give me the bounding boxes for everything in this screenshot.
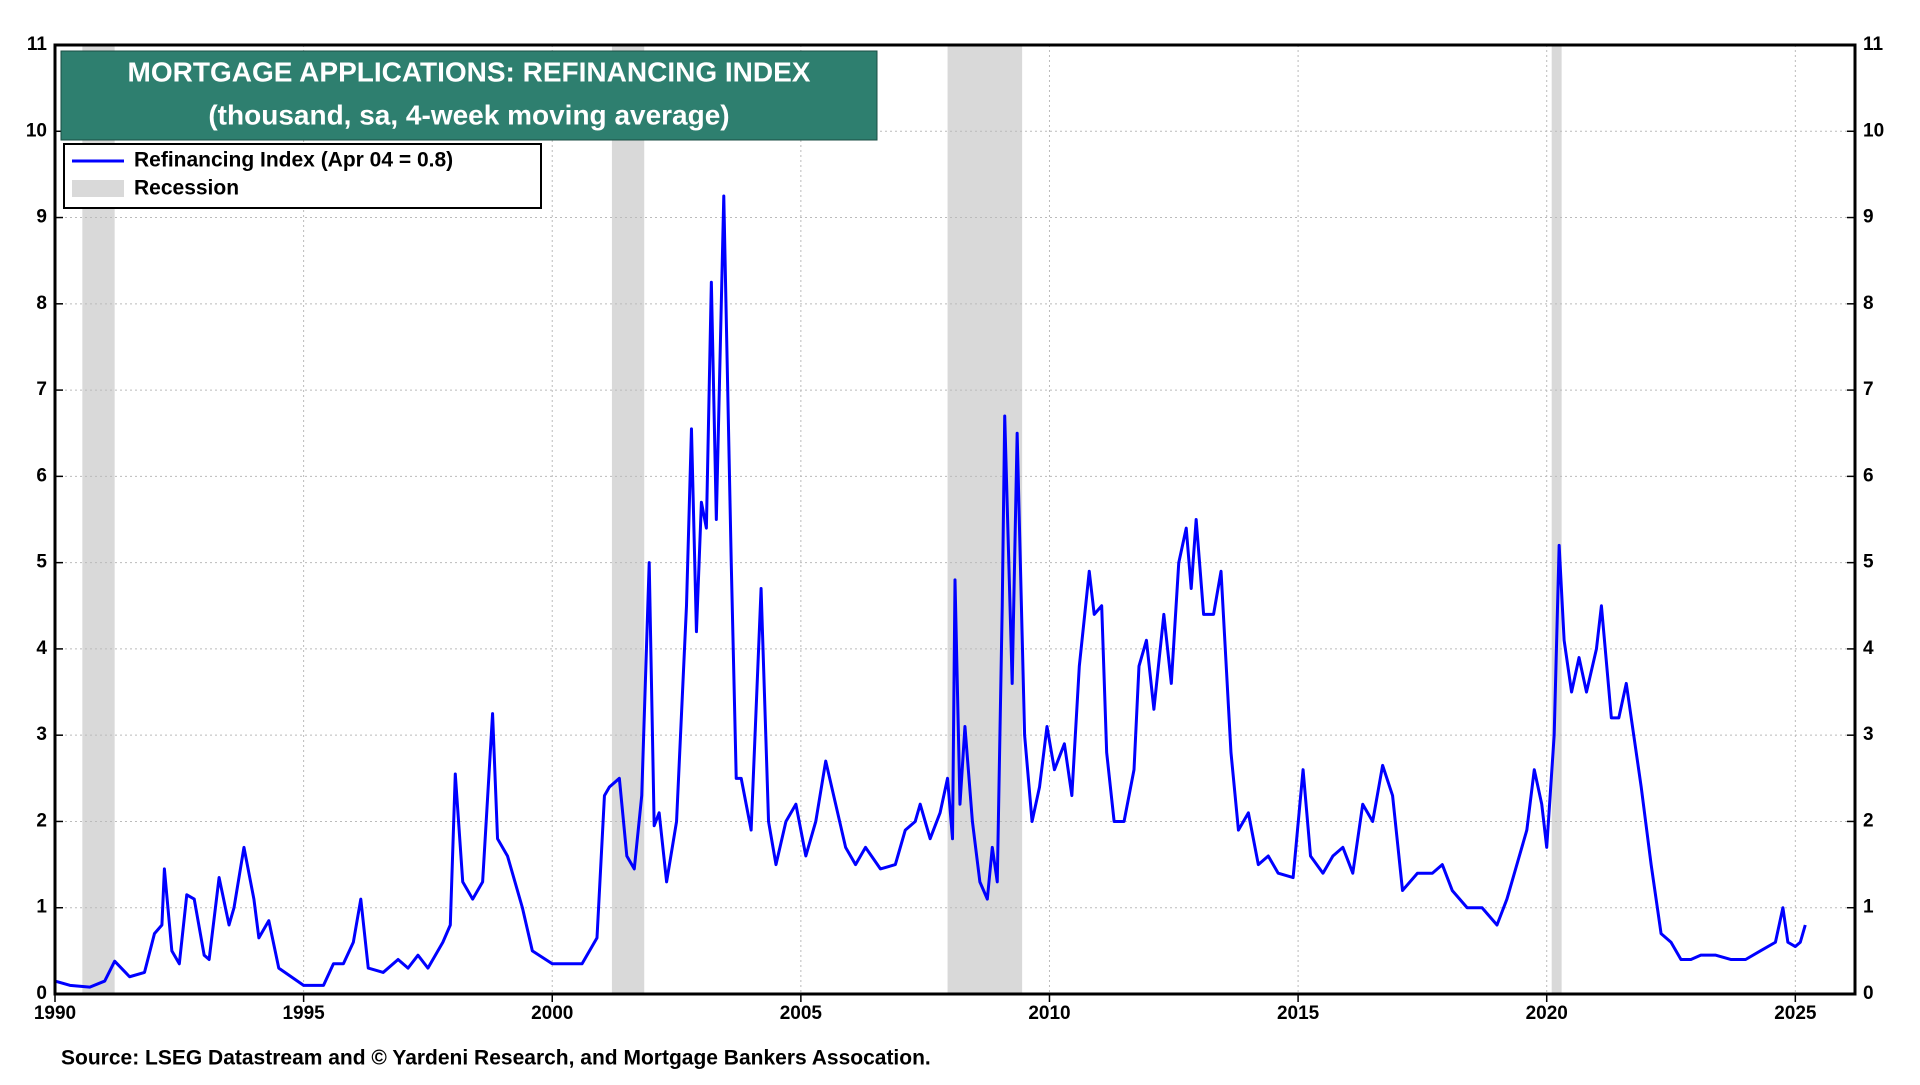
chart-title: MORTGAGE APPLICATIONS: REFINANCING INDEX xyxy=(128,56,811,87)
y2-tick-label: 2 xyxy=(1863,810,1874,831)
y2-tick-label: 3 xyxy=(1863,724,1874,745)
x-tick-label: 2015 xyxy=(1277,1003,1320,1024)
title-box xyxy=(60,50,878,141)
x-tick-label: 2005 xyxy=(780,1003,823,1024)
y-tick-label: 3 xyxy=(36,724,47,745)
y-tick-label: 6 xyxy=(36,465,47,486)
y2-tick-label: 8 xyxy=(1863,293,1874,314)
legend-box xyxy=(63,143,542,209)
legend: Refinancing Index (Apr 04 = 0.8) Recessi… xyxy=(63,143,542,209)
x-tick-label: 1990 xyxy=(34,1003,76,1024)
y2-tick-label: 9 xyxy=(1863,207,1874,228)
y2-tick-label: 0 xyxy=(1863,983,1874,1004)
x-tick-label: 2000 xyxy=(531,1003,573,1024)
y-tick-label: 7 xyxy=(36,379,47,400)
y2-tick-label: 6 xyxy=(1863,465,1874,486)
y-tick-label: 8 xyxy=(36,293,47,314)
y2-tick-label: 10 xyxy=(1863,120,1884,141)
y-tick-label: 1 xyxy=(36,897,47,918)
x-tick-label: 2010 xyxy=(1028,1003,1070,1024)
y-tick-label: 10 xyxy=(26,120,47,141)
y-tick-label: 9 xyxy=(36,207,47,228)
chart-subtitle: (thousand, sa, 4-week moving average) xyxy=(208,99,729,130)
recession-band xyxy=(947,45,1023,994)
legend-label: Refinancing Index (Apr 04 = 0.8) xyxy=(134,149,453,172)
x-tick-label: 2025 xyxy=(1774,1003,1817,1024)
x-tick-label: 2020 xyxy=(1526,1003,1568,1024)
y-tick-label: 11 xyxy=(27,34,48,55)
legend-swatch xyxy=(72,180,124,197)
y2-tick-label: 5 xyxy=(1863,552,1874,573)
recession-band xyxy=(611,45,645,994)
y2-tick-label: 11 xyxy=(1863,34,1884,55)
recession-band xyxy=(1551,45,1562,994)
x-tick-label: 1995 xyxy=(282,1003,325,1024)
y-tick-label: 0 xyxy=(36,983,47,1004)
data-line xyxy=(54,194,1807,989)
y-tick-label: 5 xyxy=(36,552,47,573)
y-tick-label: 2 xyxy=(36,810,47,831)
y2-tick-label: 7 xyxy=(1863,379,1874,400)
y2-tick-label: 4 xyxy=(1863,638,1874,659)
source-note: Source: LSEG Datastream and © Yardeni Re… xyxy=(61,1047,931,1070)
legend-label: Recession xyxy=(134,177,239,200)
y2-tick-label: 1 xyxy=(1863,897,1874,918)
y-tick-label: 4 xyxy=(36,638,47,659)
plot-frame xyxy=(53,43,1857,996)
